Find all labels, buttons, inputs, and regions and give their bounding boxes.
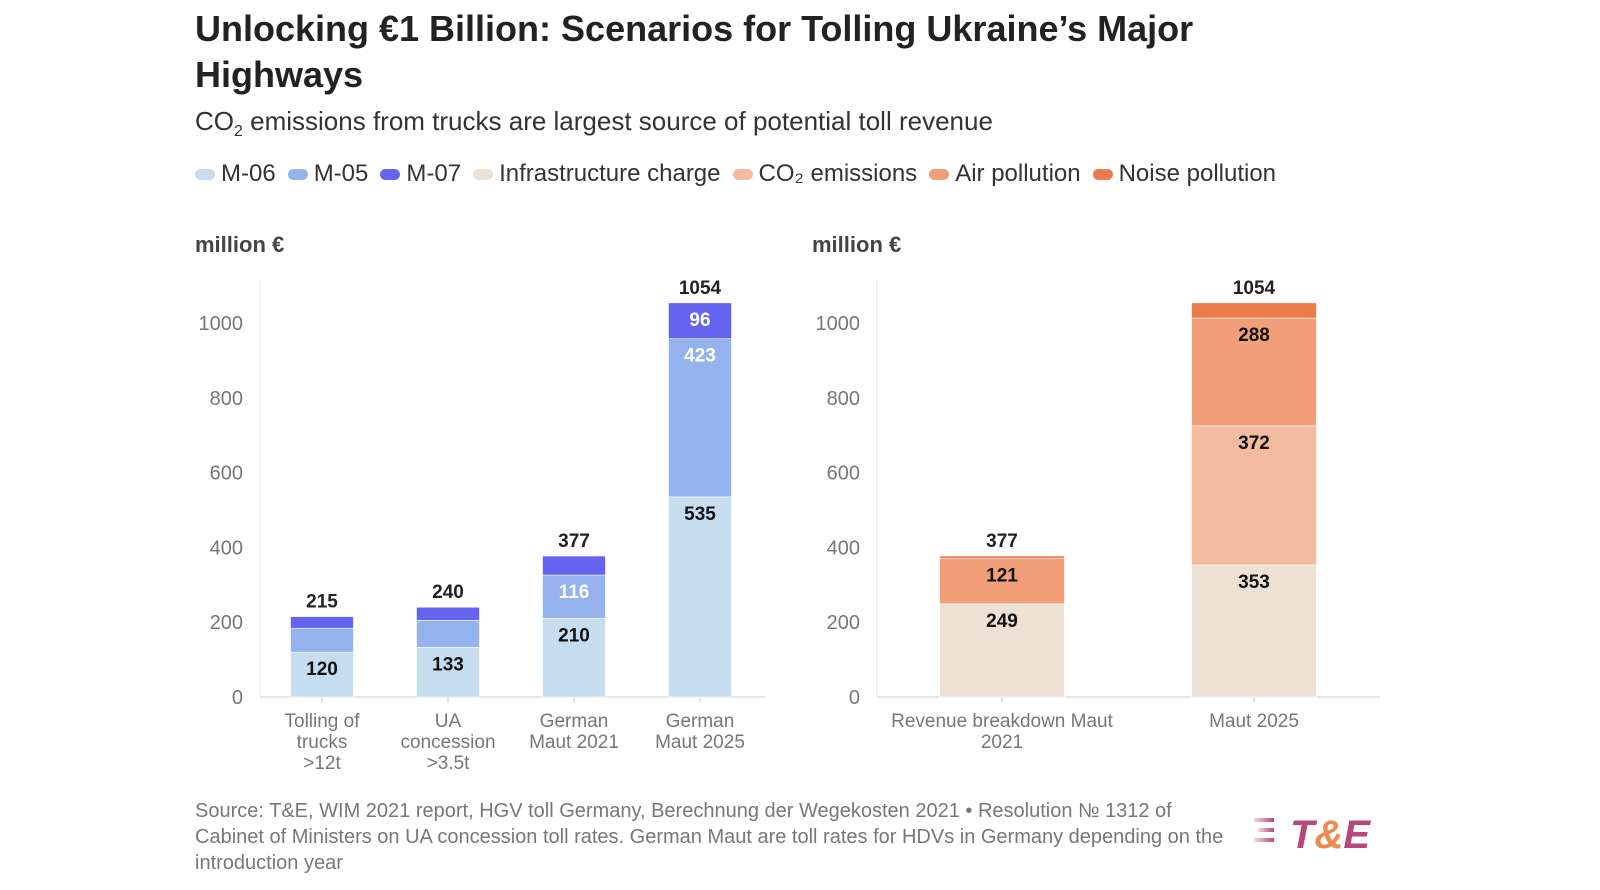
legend-swatch: [1092, 168, 1113, 180]
legend-item: M-06: [195, 160, 276, 188]
bar-segment: [416, 646, 480, 698]
subtitle-pre: CO: [195, 106, 234, 136]
chart-title: Unlocking €1 Billion: Scenarios for Toll…: [195, 8, 1194, 95]
data-label: 120: [306, 659, 338, 680]
legend-label: Air pollution: [955, 160, 1081, 187]
bar-segment: [542, 574, 606, 619]
bar-segment: [542, 618, 606, 698]
y-tick-label: 200: [827, 612, 860, 634]
data-label: 372: [1238, 433, 1270, 454]
legend-swatch: [380, 168, 401, 180]
legend-item: Air pollution: [929, 160, 1081, 188]
legend-label: Infrastructure charge: [499, 160, 721, 187]
x-tick-label: Tolling of: [285, 711, 361, 732]
legend-label: M-06: [221, 160, 276, 187]
x-tick-label: German: [666, 711, 735, 732]
data-label: 96: [689, 310, 710, 331]
bar-segment: [939, 603, 1065, 698]
data-label: 423: [684, 346, 716, 367]
x-tick-label: trucks: [297, 732, 348, 753]
te-logo-mark: T&E: [1254, 813, 1371, 857]
x-tick-label: Maut 2025: [655, 732, 745, 753]
x-tick-label: Maut 2021: [529, 732, 619, 753]
bar-segment: [1191, 302, 1317, 319]
data-label: 116: [559, 582, 590, 603]
total-label: 215: [306, 592, 338, 613]
bar-segment: [668, 302, 732, 340]
legend-label: M-05: [313, 160, 369, 187]
y-tick-label: 1000: [199, 313, 244, 335]
legend-item: M-05: [287, 160, 369, 188]
bar-segment: [542, 555, 606, 576]
x-tick-label: German: [540, 711, 609, 732]
legend-swatch: [929, 168, 950, 180]
bar-segment: [939, 558, 1065, 605]
chart-subtitle: CO2 emissions from trucks are largest so…: [195, 106, 993, 141]
bar-segment: [668, 496, 732, 698]
y-tick-label: 0: [232, 687, 243, 709]
legend-item: Noise pollution: [1092, 160, 1277, 188]
legend-item: M-07: [380, 160, 461, 188]
data-label: 133: [432, 654, 464, 675]
y-tick-label: 600: [210, 463, 243, 485]
total-label: 377: [986, 531, 1018, 552]
y-tick-label: 400: [827, 537, 860, 559]
bar-segment: [668, 338, 732, 498]
total-label: 240: [432, 582, 464, 603]
legend-label: M-07: [406, 160, 462, 187]
left-y-unit: million €: [195, 232, 285, 257]
bar-segment: [416, 620, 480, 648]
legend-swatch: [287, 168, 308, 180]
bar-segment: [1191, 425, 1317, 566]
total-label: 377: [558, 531, 590, 552]
data-label: 249: [986, 611, 1018, 632]
x-tick-label: >3.5t: [427, 753, 471, 774]
y-tick-label: 1000: [816, 313, 861, 335]
legend-label: CO₂ emissions: [758, 160, 918, 187]
data-label: 353: [1238, 572, 1270, 593]
x-tick-label: Revenue breakdown Maut: [891, 711, 1114, 732]
data-label: 210: [558, 625, 590, 646]
bar-segment: [1191, 564, 1317, 698]
bar-segment: [290, 627, 354, 653]
legend-item: Infrastructure charge: [473, 160, 721, 188]
x-tick-label: >12t: [303, 753, 341, 774]
right-y-unit: million €: [812, 232, 902, 257]
y-tick-label: 400: [210, 537, 243, 559]
te-logo: T&E: [1250, 808, 1390, 863]
y-tick-label: 800: [827, 388, 860, 410]
total-label: 1054: [679, 278, 722, 299]
data-label: 121: [986, 566, 1018, 587]
y-tick-label: 600: [827, 463, 860, 485]
total-label: 1054: [1233, 278, 1276, 299]
bar-segment: [1191, 317, 1317, 427]
x-tick-label: UA: [435, 711, 462, 732]
x-tick-label: Maut 2025: [1209, 711, 1299, 732]
subtitle-post: emissions from trucks are largest source…: [242, 106, 993, 136]
legend-item: CO₂ emissions: [732, 160, 918, 188]
legend-label: Noise pollution: [1118, 160, 1277, 187]
x-tick-label: 2021: [981, 732, 1023, 753]
x-tick-label: concession: [400, 732, 495, 753]
bar-segment: [939, 555, 1065, 559]
y-tick-label: 200: [210, 612, 243, 634]
svg-text:T&E: T&E: [1290, 813, 1371, 857]
subtitle-sub: 2: [234, 123, 243, 141]
y-tick-label: 0: [849, 687, 860, 709]
bar-segment: [290, 651, 354, 698]
y-tick-label: 800: [210, 388, 243, 410]
data-label: 288: [1238, 325, 1270, 346]
legend-swatch: [195, 168, 215, 180]
data-label: 535: [684, 504, 716, 525]
bar-segment: [416, 606, 480, 621]
legend: M-06 M-05 M-07 Infrastructure charge CO₂ emi…: [195, 160, 1276, 188]
bar-segment: [290, 616, 354, 629]
legend-swatch: [732, 168, 753, 180]
legend-swatch: [473, 168, 494, 180]
source-note: Source: T&E, WIM 2021 report, HGV toll G…: [195, 800, 1224, 874]
